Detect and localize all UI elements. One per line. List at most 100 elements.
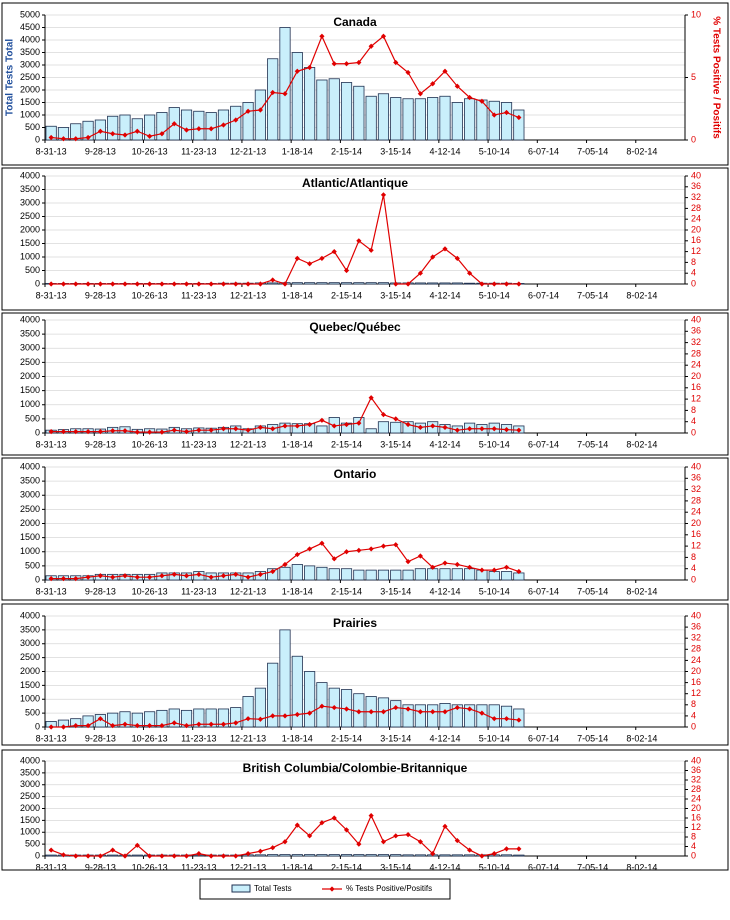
bar	[451, 854, 463, 857]
y2-tick-label: 4	[691, 841, 696, 851]
y2-tick-label: 4	[691, 710, 696, 720]
bar	[291, 854, 303, 857]
bar	[377, 93, 390, 141]
marker	[356, 841, 362, 847]
marker	[183, 428, 190, 435]
x-tick-label: 12-21-13	[230, 290, 266, 300]
bar	[427, 704, 439, 728]
x-tick-label: 7-05-14	[577, 146, 608, 156]
marker	[479, 853, 485, 859]
y2-tick-label: 28	[691, 644, 701, 654]
chart-title: Quebec/Québec	[309, 320, 401, 334]
bar	[365, 428, 377, 434]
bar	[193, 110, 205, 141]
x-tick-label: 7-05-14	[577, 733, 608, 743]
x-tick-label: 1-18-14	[282, 290, 313, 300]
x-tick-label: 6-07-14	[528, 439, 559, 449]
x-tick-label: 2-15-14	[331, 146, 362, 156]
x-tick-label: 7-05-14	[577, 586, 608, 596]
bar	[304, 565, 316, 581]
y2-tick-label: 12	[691, 393, 701, 403]
marker	[491, 567, 497, 573]
marker	[417, 424, 423, 430]
marker	[479, 98, 485, 104]
bar	[353, 85, 365, 141]
y-tick-label: 3000	[20, 638, 40, 648]
y-tick-label: 500	[25, 560, 40, 570]
marker	[467, 564, 473, 570]
marker	[442, 709, 448, 715]
bar	[427, 568, 439, 581]
marker	[171, 720, 177, 726]
bar	[168, 708, 180, 728]
bar	[488, 100, 500, 141]
marker	[331, 249, 337, 255]
marker	[294, 551, 300, 558]
marker	[159, 281, 165, 287]
y-tick-label: 1500	[20, 238, 40, 248]
marker	[442, 424, 448, 430]
x-tick-label: 6-07-14	[528, 733, 559, 743]
bar	[427, 282, 439, 285]
marker	[467, 426, 473, 432]
bar	[340, 854, 353, 857]
y2-tick-label: 24	[691, 360, 701, 370]
y-tick-label: 2000	[20, 224, 40, 234]
y2-tick-label: 20	[691, 666, 701, 676]
y-tick-label: 2500	[20, 357, 40, 367]
marker	[147, 574, 153, 580]
y2-tick-label: 32	[691, 633, 701, 643]
bar	[451, 568, 463, 581]
y2-tick-label: 0	[691, 574, 696, 584]
marker	[294, 68, 300, 74]
y-tick-label: 3000	[20, 490, 40, 500]
bar	[451, 282, 463, 285]
y2-tick-label: 8	[691, 405, 696, 415]
legend-swatch	[231, 884, 251, 893]
marker	[356, 238, 362, 244]
y2-tick-label: 32	[691, 192, 701, 202]
bar	[193, 708, 205, 728]
marker	[85, 134, 91, 141]
marker	[233, 117, 239, 123]
x-tick-label: 2-15-14	[331, 290, 362, 300]
marker	[467, 270, 473, 276]
marker	[134, 429, 140, 435]
chart-title: Prairies	[333, 616, 377, 630]
bar	[107, 854, 119, 857]
y2-tick-label: 36	[691, 181, 701, 191]
y2-tick-label: 24	[691, 214, 701, 224]
x-tick-label: 8-02-14	[626, 439, 657, 449]
marker	[122, 721, 128, 727]
y-tick-label: 3500	[20, 476, 40, 486]
marker	[319, 820, 325, 826]
y-tick-label: 3500	[20, 624, 40, 634]
marker	[343, 267, 350, 274]
marker	[73, 853, 79, 859]
x-tick-label: 2-15-14	[331, 862, 362, 872]
marker	[270, 426, 276, 432]
y-tick-label: 3500	[20, 329, 40, 339]
bar	[451, 102, 463, 141]
bar	[353, 282, 365, 285]
bar	[365, 569, 377, 581]
bar	[242, 102, 254, 141]
y2-tick-label: 16	[691, 677, 701, 687]
x-tick-label: 1-18-14	[282, 862, 313, 872]
marker	[319, 417, 325, 423]
marker	[159, 573, 165, 579]
y-tick-label: 4000	[20, 755, 40, 765]
bar	[464, 282, 476, 285]
y-tick-label: 2000	[20, 371, 40, 381]
x-tick-label: 10-26-13	[132, 733, 168, 743]
x-tick-label: 6-07-14	[528, 862, 559, 872]
marker	[134, 842, 140, 848]
x-tick-label: 1-18-14	[282, 586, 313, 596]
bar	[377, 421, 390, 434]
marker	[479, 281, 485, 287]
y-tick-label: 3500	[20, 184, 40, 194]
marker	[467, 706, 473, 712]
marker	[331, 423, 337, 429]
y-tick-label: 2500	[20, 211, 40, 221]
x-tick-label: 5-10-14	[479, 290, 510, 300]
